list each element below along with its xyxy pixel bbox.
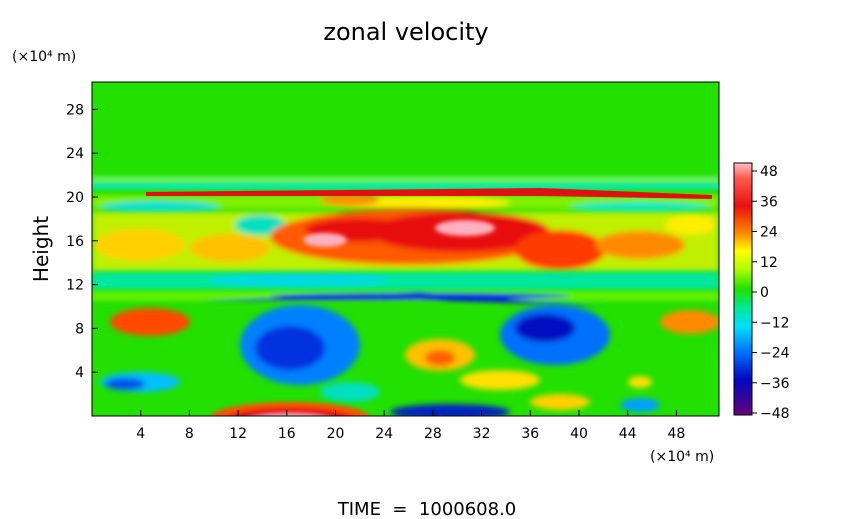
y-tick-label: 12 bbox=[66, 278, 84, 294]
x-tick-label: 8 bbox=[185, 426, 194, 442]
y-tick-label: 4 bbox=[75, 365, 84, 381]
y-tick-label: 8 bbox=[75, 321, 84, 337]
x-unit-label: (×10⁴ m) bbox=[650, 449, 714, 465]
time-label: TIME = 1000608.0 bbox=[337, 499, 517, 519]
x-tick-label: 48 bbox=[667, 426, 685, 442]
x-tick-label: 32 bbox=[473, 426, 491, 442]
x-axis: 4 8 12 16 20 24 28 32 36 40 44 48 bbox=[136, 410, 685, 442]
colorbar-tick-label: 48 bbox=[760, 164, 778, 180]
y-unit-label: (×10⁴ m) bbox=[12, 49, 76, 65]
x-tick-label: 4 bbox=[136, 426, 145, 442]
colorbar-tick-label: 12 bbox=[760, 255, 778, 271]
heatmap-field bbox=[92, 82, 719, 416]
colorbar bbox=[733, 162, 753, 416]
chart-title: zonal velocity bbox=[323, 18, 488, 46]
x-tick-label: 36 bbox=[521, 426, 539, 442]
y-tick-label: 24 bbox=[66, 146, 84, 162]
x-tick-label: 20 bbox=[327, 426, 345, 442]
plot-frame bbox=[91, 81, 720, 417]
colorbar-tick-label: 36 bbox=[760, 194, 778, 210]
y-axis-label: Height bbox=[29, 216, 53, 282]
y-tick-label: 16 bbox=[66, 234, 84, 250]
y-axis: 4 8 12 16 20 24 28 bbox=[66, 102, 98, 381]
colorbar-tick-label: 0 bbox=[760, 285, 769, 301]
x-tick-label: 24 bbox=[375, 426, 393, 442]
y-tick-label: 20 bbox=[66, 190, 84, 206]
colorbar-tick-label: −12 bbox=[760, 315, 790, 331]
colorbar-ticks: 48 36 24 12 0 −12 −24 −36 −48 bbox=[752, 164, 790, 422]
x-tick-label: 12 bbox=[229, 426, 247, 442]
colorbar-tick-label: 24 bbox=[760, 225, 778, 241]
x-tick-label: 44 bbox=[619, 426, 637, 442]
colorbar-tick-label: −48 bbox=[760, 406, 790, 422]
y-tick-label: 28 bbox=[66, 102, 84, 118]
x-tick-label: 28 bbox=[424, 426, 442, 442]
x-tick-label: 40 bbox=[570, 426, 588, 442]
x-tick-label: 16 bbox=[278, 426, 296, 442]
colorbar-tick-label: −36 bbox=[760, 376, 790, 392]
colorbar-tick-label: −24 bbox=[760, 346, 790, 362]
